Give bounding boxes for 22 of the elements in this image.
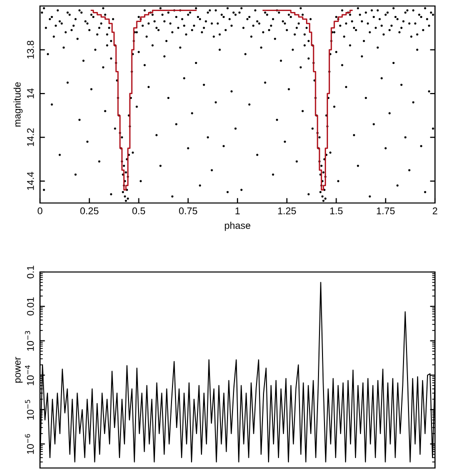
y-tick-label: 0.1	[27, 266, 34, 278]
y-axis-title: power	[15, 356, 23, 383]
y-tick-label: 10$^{−6}$	[24, 434, 34, 454]
y-tick-label: 10$^{−4}$	[25, 365, 34, 386]
x-tick-label: 0.5	[132, 207, 146, 214]
x-tick-label: 1	[236, 208, 240, 214]
x-tick-label: 0.75	[179, 207, 198, 214]
x-tick-label: 0	[38, 207, 42, 214]
y-tick-label: 0.01	[27, 297, 34, 316]
x-tick-label: 1.5	[330, 208, 343, 214]
y-tick-label: 13.8	[27, 40, 34, 58]
y-tick-label: 10$^{−5}$	[25, 400, 34, 420]
y-tick-label: 14	[27, 88, 34, 98]
y-axis-title: magnitude	[14, 82, 23, 127]
y-tick-label: 14.4	[27, 172, 34, 190]
y-tick-label: 10$^{−3}$	[24, 331, 34, 351]
x-axis-title: phase	[224, 222, 250, 231]
x-tick-label: 2	[432, 207, 438, 214]
x-tick-label: 1.75	[376, 208, 395, 214]
x-tick-label: 0.25	[80, 207, 98, 214]
y-tick-label: 14.2	[27, 128, 34, 146]
x-tick-label: 1.25	[278, 207, 296, 214]
